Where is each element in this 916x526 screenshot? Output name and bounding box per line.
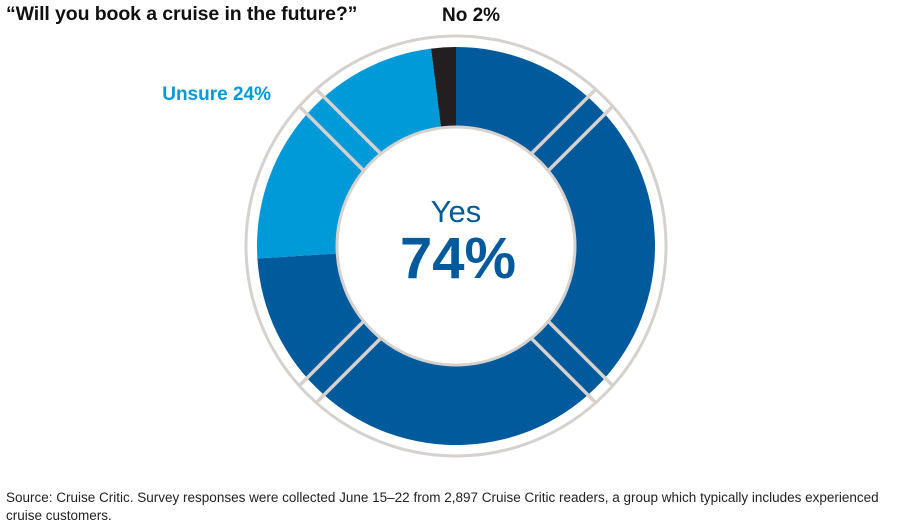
unsure-label: Unsure 24% bbox=[162, 84, 271, 105]
strap-line-1-0 bbox=[543, 316, 615, 388]
lifebuoy-outer-ring bbox=[244, 34, 668, 458]
no-label: No 2% bbox=[442, 5, 500, 26]
yes-label: Yes bbox=[431, 194, 482, 229]
donut-chart: Yes 74% Unsure 24% No 2% bbox=[162, 5, 668, 458]
chart-title: “Will you book a cruise in the future?” bbox=[6, 3, 358, 25]
strap-line-3-1 bbox=[314, 87, 386, 159]
source-note: Source: Cruise Critic. Survey responses … bbox=[6, 490, 879, 523]
strap-line-0-1 bbox=[543, 104, 615, 176]
slice-yes bbox=[257, 47, 655, 445]
strap-line-3-0 bbox=[297, 104, 369, 176]
slice-no bbox=[431, 47, 456, 127]
strap-line-1-1 bbox=[526, 333, 598, 405]
lifebuoy-inner-ring bbox=[335, 125, 577, 367]
lifebuoy-straps bbox=[297, 87, 615, 405]
strap-line-0-0 bbox=[526, 87, 598, 159]
yes-value-label: 74% bbox=[400, 226, 516, 291]
strap-line-2-0 bbox=[314, 333, 386, 405]
strap-line-2-1 bbox=[297, 316, 369, 388]
